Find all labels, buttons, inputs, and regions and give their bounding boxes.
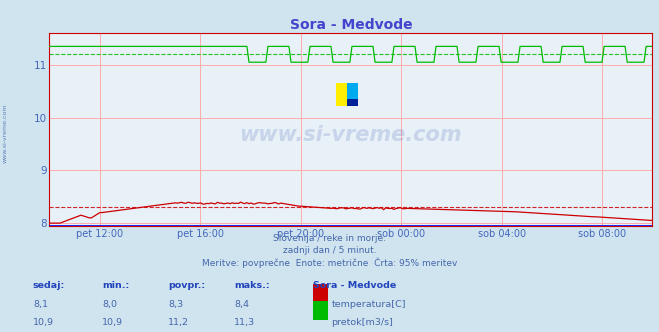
- Text: pretok[m3/s]: pretok[m3/s]: [331, 318, 393, 327]
- Text: Sora - Medvode: Sora - Medvode: [313, 281, 396, 290]
- Text: www.si-vreme.com: www.si-vreme.com: [240, 125, 462, 145]
- Text: 10,9: 10,9: [33, 318, 54, 327]
- Text: min.:: min.:: [102, 281, 129, 290]
- Title: Sora - Medvode: Sora - Medvode: [289, 18, 413, 32]
- Text: 10,9: 10,9: [102, 318, 123, 327]
- Text: 8,3: 8,3: [168, 300, 183, 309]
- Text: sedaj:: sedaj:: [33, 281, 65, 290]
- Text: Slovenija / reke in morje.: Slovenija / reke in morje.: [273, 234, 386, 243]
- Bar: [347, 99, 358, 106]
- Text: 11,2: 11,2: [168, 318, 189, 327]
- Text: Meritve: povprečne  Enote: metrične  Črta: 95% meritev: Meritve: povprečne Enote: metrične Črta:…: [202, 257, 457, 268]
- Text: zadnji dan / 5 minut.: zadnji dan / 5 minut.: [283, 246, 376, 255]
- Text: povpr.:: povpr.:: [168, 281, 205, 290]
- Text: 11,3: 11,3: [234, 318, 255, 327]
- Text: maks.:: maks.:: [234, 281, 270, 290]
- Text: 8,4: 8,4: [234, 300, 249, 309]
- Text: www.si-vreme.com: www.si-vreme.com: [3, 103, 8, 163]
- Text: 8,0: 8,0: [102, 300, 117, 309]
- Bar: [347, 83, 358, 99]
- Text: 8,1: 8,1: [33, 300, 48, 309]
- Text: temperatura[C]: temperatura[C]: [331, 300, 406, 309]
- Bar: [336, 83, 347, 106]
